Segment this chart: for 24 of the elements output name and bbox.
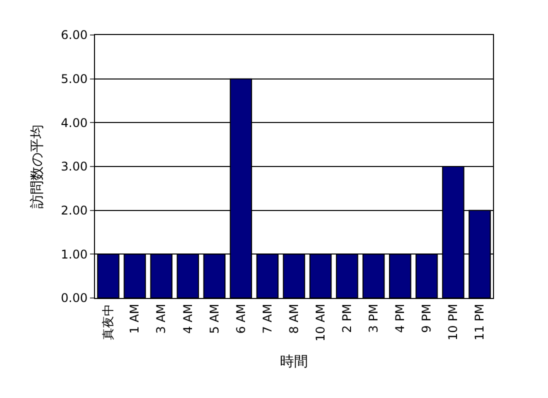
x-tick-label: 10 PM [446,304,460,340]
x-tick-label: 4 AM [180,304,195,334]
x-tick-label: 7 AM [260,304,274,334]
x-tick-label: 8 AM [286,304,301,334]
x-tick-label: 11 PM [472,304,487,340]
x-axis-title: 時間 [280,354,308,370]
x-tick-label: 5 AM [207,304,222,334]
x-tick-label: 10 AM [313,304,328,342]
x-tick-label: 2 PM [340,304,354,333]
x-tick-label: 6 AM [234,304,248,334]
y-tick-label: 1.00 [60,247,88,262]
y-tick-label: 0.00 [60,291,88,306]
x-tick-label: 3 AM [154,304,168,334]
y-tick-label: 3.00 [60,160,88,174]
x-tick-label: 3 PM [366,304,380,333]
y-tick-label: 4.00 [60,116,88,130]
y-tick-label: 5.00 [60,72,88,86]
x-tick-label: 1 AM [128,304,142,334]
y-tick-label: 6.00 [60,28,88,42]
x-tick-label: 9 PM [420,304,434,333]
x-tick-label: 真夜中 [101,304,116,340]
y-tick-label: 2.00 [60,204,88,218]
y-axis-title: 訪問数の平均 [29,124,46,208]
x-tick-label: 4 PM [393,304,408,333]
